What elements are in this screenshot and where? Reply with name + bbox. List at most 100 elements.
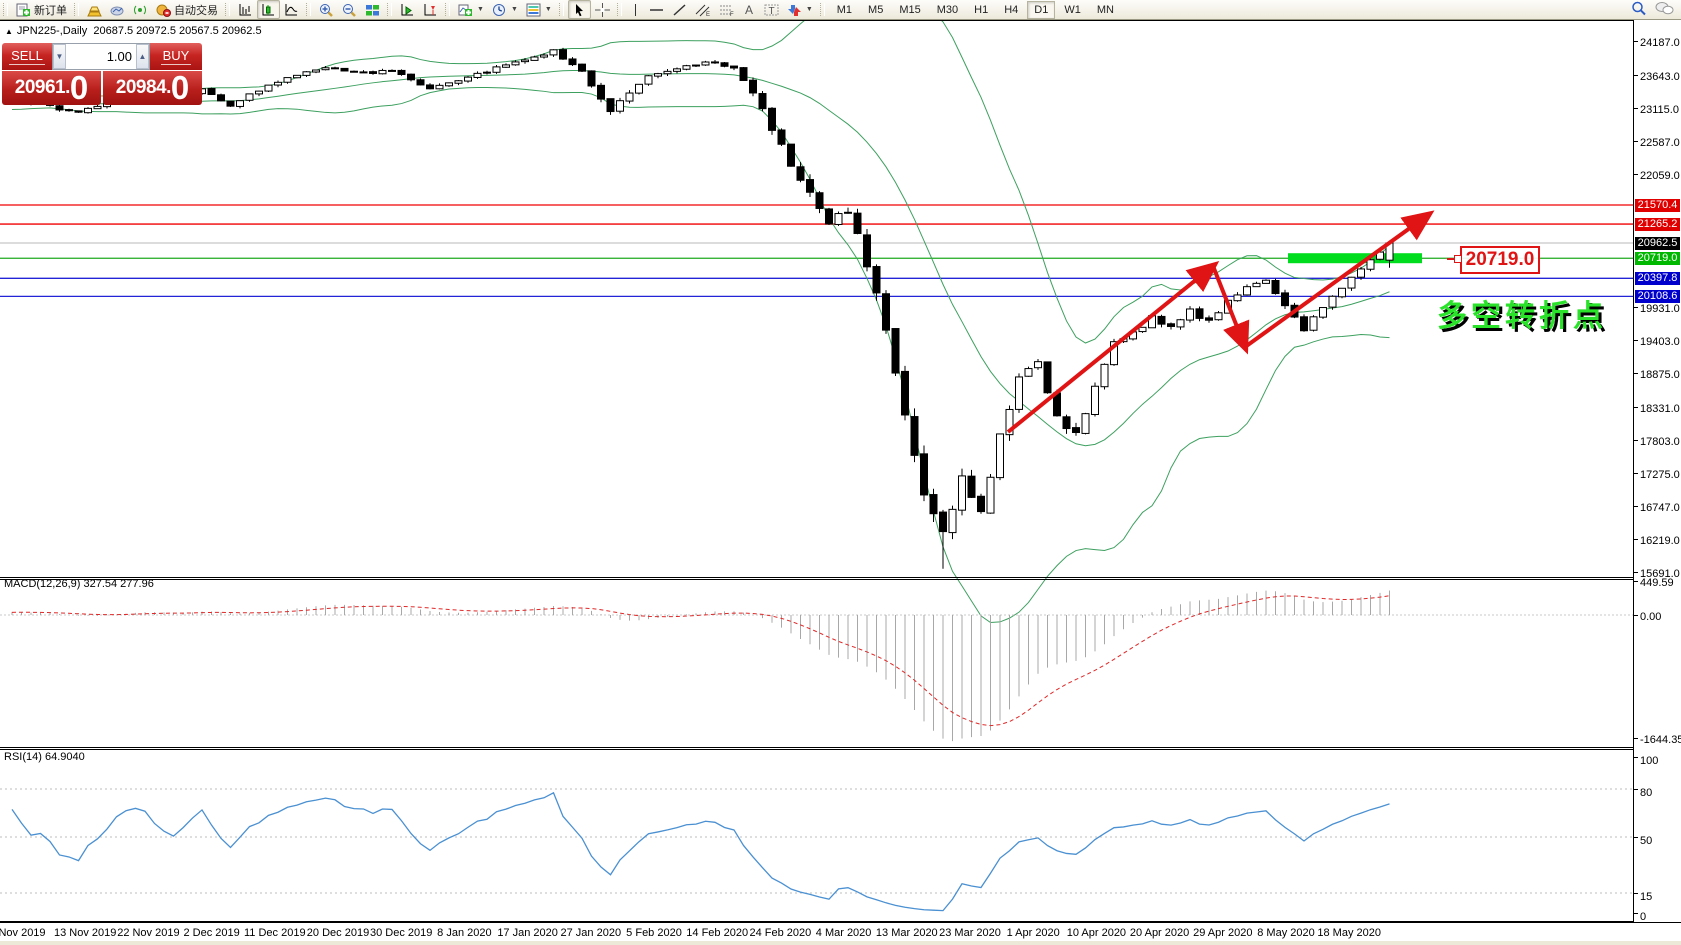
vertical-line-tool[interactable] — [626, 0, 645, 19]
price-level-badge: 20962.5 — [1635, 237, 1680, 250]
price-tick-dash — [1634, 506, 1638, 508]
date-label: 30 Dec 2019 — [369, 927, 433, 939]
chart-shift-icon — [423, 3, 438, 17]
line-chart-icon — [284, 3, 299, 17]
date-label: 20 Apr 2020 — [1129, 927, 1190, 939]
level-price-annotation[interactable]: 20719.0 — [1447, 246, 1540, 274]
zoom-in-icon — [319, 3, 334, 17]
macd-tick-label: 449.59 — [1640, 577, 1674, 590]
text-label-tool[interactable]: T — [760, 0, 783, 19]
price-tick-dash — [1634, 141, 1638, 143]
date-label: 1 Apr 2020 — [1006, 927, 1060, 939]
timeframe-m30[interactable]: M30 — [936, 3, 959, 16]
price-tick-dash — [1634, 108, 1638, 110]
arrows-icon — [787, 3, 802, 17]
volume-decrease-button[interactable]: ▼ — [53, 44, 66, 69]
crosshair-icon — [594, 2, 610, 17]
date-label: 11 Dec 2019 — [244, 927, 306, 939]
date-label: 24 Feb 2020 — [749, 927, 812, 939]
volume-input[interactable] — [66, 44, 136, 69]
price-tick-label: 24187.0 — [1640, 37, 1680, 50]
date-label: 22 Nov 2019 — [117, 927, 180, 939]
new-order-label: 新订单 — [34, 4, 67, 17]
signals-button[interactable] — [129, 0, 152, 19]
timeframe-m5[interactable]: M5 — [868, 3, 884, 16]
macd-tick-label: 0.00 — [1640, 611, 1662, 623]
buy-price-box[interactable]: 20984. 0 — [103, 71, 202, 105]
date-axis[interactable]: Nov 2019 13 Nov 2019 22 Nov 2019 2 Dec 2019… — [0, 922, 1681, 941]
trendline-icon — [672, 3, 687, 17]
price-level-badge: 21570.4 — [1635, 199, 1680, 212]
timeframe-m15[interactable]: M15 — [899, 3, 921, 16]
profiles-button[interactable] — [83, 0, 106, 19]
timeframe-mn[interactable]: MN — [1096, 3, 1114, 16]
main-toolbar: 新订单 自动交易 — [0, 0, 1681, 20]
search-icon[interactable] — [1631, 1, 1647, 19]
buy-button[interactable]: BUY — [150, 43, 202, 70]
buy-label: BUY — [160, 48, 192, 65]
rsi-tick-label: 0 — [1640, 911, 1647, 923]
auto-trading-button[interactable]: 自动交易 — [152, 0, 222, 19]
price-tick-dash — [1634, 373, 1638, 375]
new-order-icon — [16, 3, 31, 17]
symbol-header: ▲ JPN225-,Daily 20687.5 20972.5 20567.5 2… — [5, 25, 262, 37]
price-tick-label: 23643.0 — [1640, 71, 1680, 84]
fibonacci-tool[interactable]: F — [715, 0, 739, 19]
date-label: 4 Mar 2020 — [815, 927, 872, 939]
price-tick-dash — [1634, 440, 1638, 442]
equidistant-channel-tool[interactable]: E — [691, 0, 715, 19]
rsi-tick-label: 15 — [1640, 891, 1653, 903]
indicators-button[interactable]: ▼ — [454, 0, 488, 19]
crosshair-tool-button[interactable] — [591, 0, 614, 19]
market-watch-button[interactable] — [106, 0, 129, 19]
timeframe-h1[interactable]: H1 — [974, 3, 989, 16]
volume-increase-button[interactable]: ▲ — [136, 44, 149, 69]
status-strip — [0, 941, 1681, 945]
macd-tick-dash — [1634, 581, 1638, 583]
sell-button[interactable]: SELL — [2, 43, 52, 70]
auto-scroll-button[interactable] — [396, 0, 419, 19]
chart-window: ▲ JPN225-,Daily 20687.5 20972.5 20567.5 2… — [0, 20, 1681, 923]
signal-icon — [133, 3, 148, 17]
price-tick-label: 18331.0 — [1640, 403, 1680, 416]
line-chart-button[interactable] — [280, 0, 303, 19]
timeframe-m1[interactable]: M1 — [836, 3, 853, 16]
buy-price-big-digit: 0 — [170, 69, 190, 106]
date-label: 13 Nov 2019 — [53, 927, 117, 939]
zoom-in-button[interactable] — [315, 0, 338, 19]
cursor-tool-button[interactable] — [567, 0, 591, 19]
price-tick-label: 17275.0 — [1640, 469, 1680, 482]
panel-collapse-icon[interactable]: ▲ — [5, 27, 13, 36]
periods-button[interactable]: ▼ — [488, 0, 522, 19]
text-tool[interactable]: A — [739, 0, 760, 19]
annotation-connector — [1447, 258, 1460, 260]
sell-price-box[interactable]: 20961. 0 — [2, 71, 101, 105]
svg-text:A: A — [745, 3, 753, 17]
date-label: 14 Feb 2020 — [686, 927, 749, 939]
turning-point-annotation[interactable]: 多空转折点 — [1437, 300, 1607, 333]
new-order-button[interactable]: 新订单 — [12, 0, 71, 19]
bar-chart-button[interactable] — [234, 0, 257, 19]
template-icon — [526, 3, 541, 17]
timeframe-h4[interactable]: H4 — [1004, 3, 1019, 16]
price-level-badge: 20397.8 — [1635, 272, 1680, 286]
price-level-badge: 20108.6 — [1635, 290, 1680, 304]
chat-icon[interactable] — [1655, 1, 1675, 19]
price-tick-label: 22587.0 — [1640, 137, 1680, 150]
timeframe-w1[interactable]: W1 — [1064, 3, 1081, 16]
zoom-out-button[interactable] — [338, 0, 361, 19]
indicators-dropdown-arrow: ▼ — [477, 6, 484, 13]
templates-button[interactable]: ▼ — [522, 0, 556, 19]
chart-plot[interactable] — [0, 20, 1634, 922]
text-label-icon: T — [764, 3, 779, 17]
timeframe-d1[interactable]: D1 — [1027, 0, 1056, 19]
trendline-tool[interactable] — [668, 0, 691, 19]
arrows-tool[interactable]: ▼ — [783, 0, 817, 19]
date-label: 13 Mar 2020 — [875, 927, 938, 939]
tile-windows-button[interactable] — [361, 0, 384, 19]
date-label: 8 May 2020 — [1257, 927, 1315, 939]
chart-shift-button[interactable] — [419, 0, 442, 19]
rsi-tick-dash — [1634, 837, 1638, 838]
candlestick-chart-button[interactable] — [257, 0, 280, 19]
horizontal-line-tool[interactable] — [645, 0, 668, 19]
